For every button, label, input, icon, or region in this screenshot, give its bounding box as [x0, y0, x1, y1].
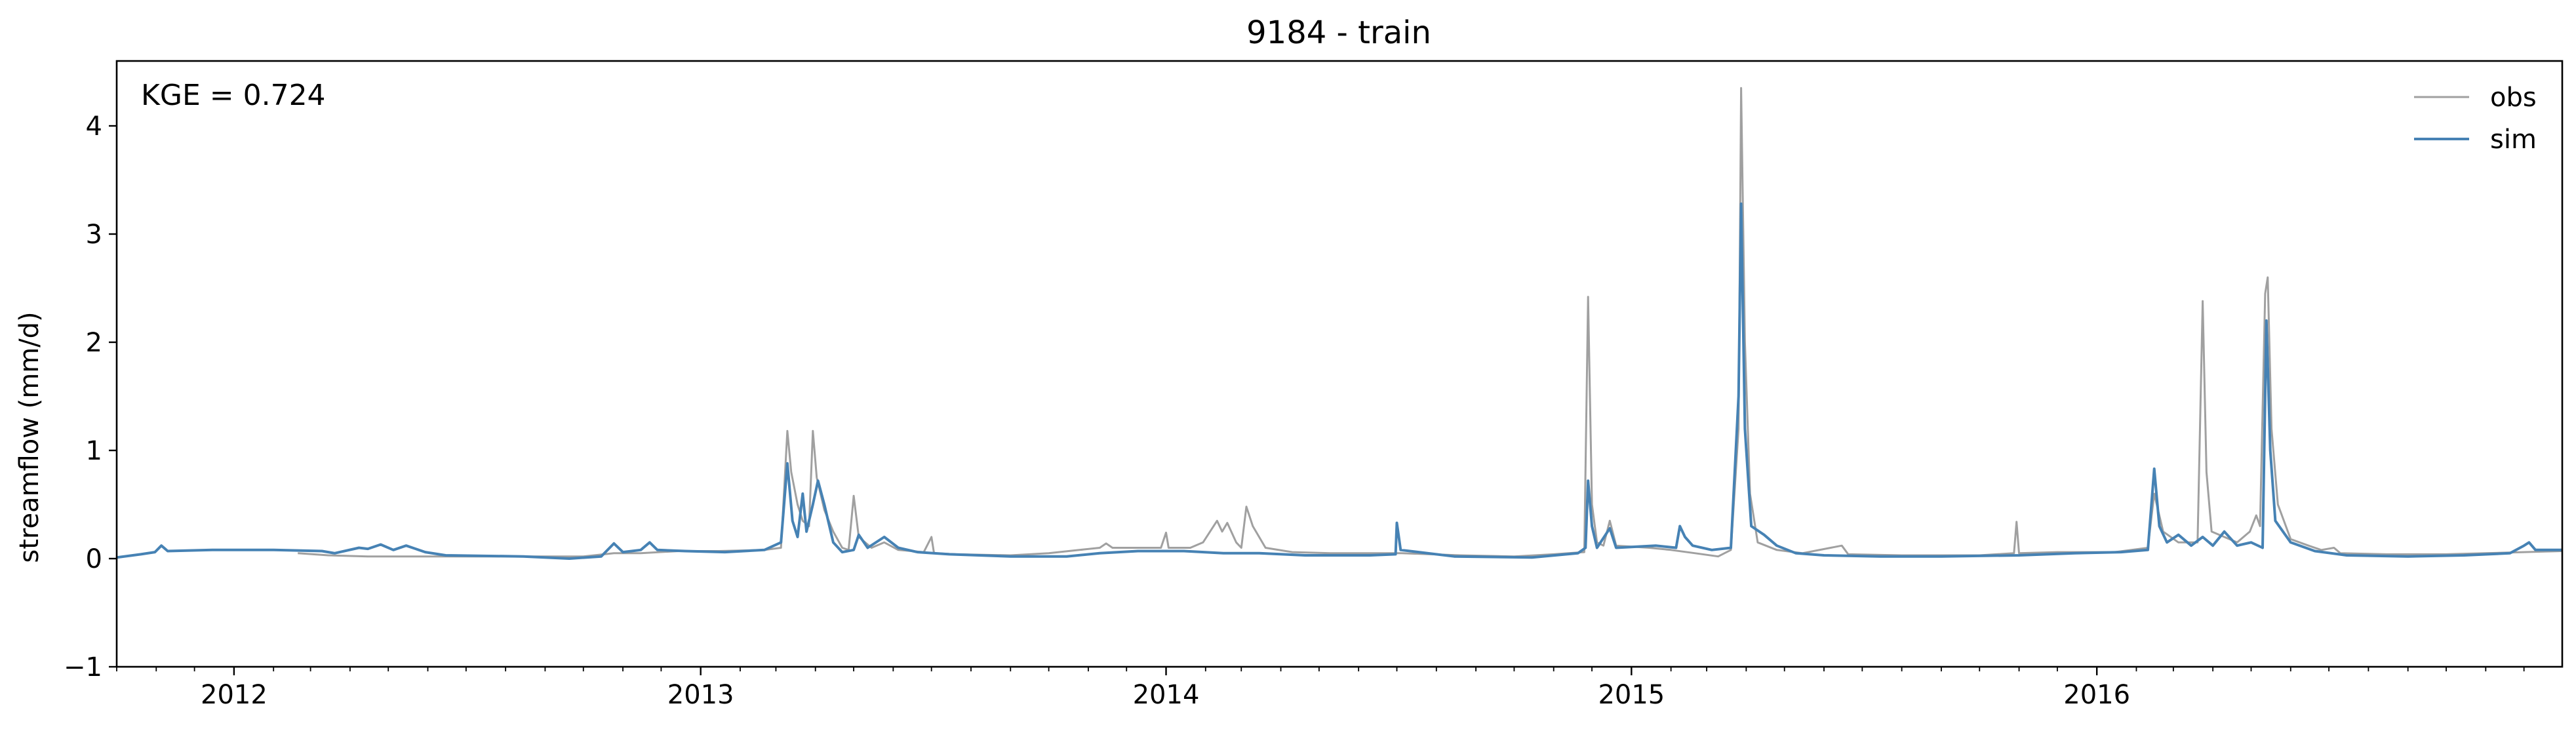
kge-annotation: KGE = 0.724	[141, 79, 326, 112]
y-tick-label: 2	[86, 328, 102, 358]
legend: obs sim	[2414, 83, 2537, 155]
y-tick-label: −1	[64, 652, 102, 683]
plot-area	[117, 87, 2562, 560]
series-group	[117, 87, 2562, 560]
plot-frame	[115, 60, 2564, 668]
y-tick-label: 3	[86, 220, 102, 250]
y-tick-label: 4	[86, 111, 102, 142]
legend-label-sim: sim	[2490, 125, 2537, 155]
x-tick-label: 2014	[1133, 680, 1200, 710]
chart-title: 9184 - train	[1246, 14, 1431, 51]
x-tick-label: 2016	[2063, 680, 2130, 710]
y-tick-label: 0	[86, 544, 102, 574]
x-tick-label: 2012	[201, 680, 268, 710]
x-tick-label: 2013	[667, 680, 734, 710]
x-tick-label: 2015	[1598, 680, 1665, 710]
y-axis-label: streamflow (mm/d)	[14, 311, 45, 563]
series-line-sim	[117, 202, 2562, 560]
legend-label-obs: obs	[2490, 83, 2537, 113]
y-tick-label: 1	[86, 436, 102, 466]
axes-group: −1 0 1 2 3 4 2012 2013 2014 2015 2016	[64, 111, 2525, 710]
